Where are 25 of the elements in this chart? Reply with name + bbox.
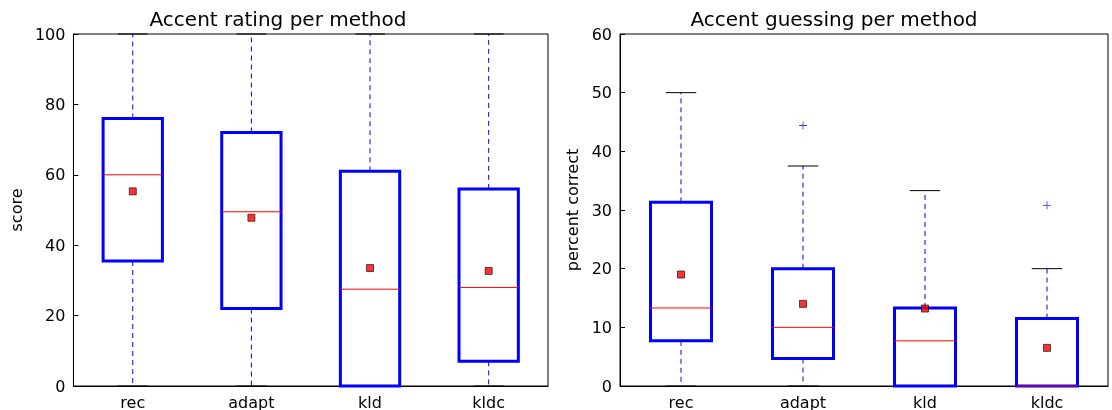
chart-title: Accent rating per method <box>149 7 407 31</box>
y-tick-label: 20 <box>591 259 612 279</box>
y-tick-label: 10 <box>591 317 612 337</box>
y-tick-label: 40 <box>591 141 612 161</box>
y-tick-label: 20 <box>45 306 66 326</box>
y-axis-title: score <box>6 188 26 232</box>
x-tick-label: rec <box>668 392 694 410</box>
y-tick-label: 80 <box>45 94 66 114</box>
x-tick-label: rec <box>120 392 146 410</box>
y-tick-label: 30 <box>591 200 612 220</box>
y-tick-label: 0 <box>601 376 612 396</box>
y-tick-label: 0 <box>55 376 66 396</box>
x-tick-label: kld <box>358 392 382 410</box>
y-tick-label: 60 <box>45 165 66 185</box>
x-tick-label: kldc <box>472 392 506 410</box>
y-axis-title: percent correct <box>562 148 582 272</box>
y-tick-label: 50 <box>591 83 612 103</box>
x-tick-label: kldc <box>1030 392 1064 410</box>
y-tick-label: 100 <box>34 24 66 44</box>
x-tick-label: kld <box>913 392 937 410</box>
x-tick-label: adapt <box>779 392 827 410</box>
chart-title: Accent guessing per method <box>690 7 978 31</box>
y-tick-label: 40 <box>45 235 66 255</box>
x-tick-label: adapt <box>228 392 275 410</box>
y-tick-label: 60 <box>591 24 612 44</box>
